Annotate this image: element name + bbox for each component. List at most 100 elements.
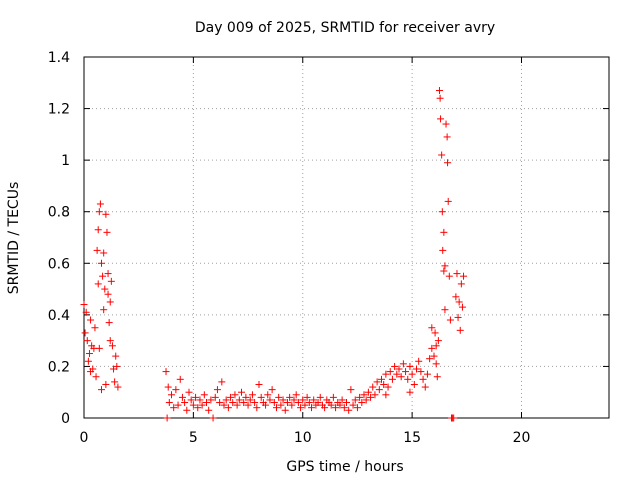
data-point: [408, 370, 416, 378]
data-point: [375, 386, 383, 394]
data-point: [292, 391, 300, 399]
data-point: [224, 404, 232, 412]
data-point: [445, 272, 453, 280]
data-point: [436, 94, 444, 102]
data-point: [181, 399, 189, 407]
y-tick-label: 0.8: [48, 205, 70, 221]
data-point: [444, 197, 452, 205]
data-point: [406, 362, 414, 370]
data-point: [439, 246, 447, 254]
data-point: [218, 378, 226, 386]
x-tick-label: 10: [294, 430, 312, 446]
data-point: [91, 324, 99, 332]
data-point: [434, 337, 442, 345]
data-point: [266, 396, 274, 404]
data-point: [327, 401, 335, 409]
data-point: [454, 313, 462, 321]
data-point: [104, 270, 112, 278]
data-point: [438, 208, 446, 216]
data-point: [205, 406, 213, 414]
data-point: [200, 391, 208, 399]
data-point: [297, 404, 305, 412]
data-point: [340, 404, 348, 412]
data-point: [227, 393, 235, 401]
data-point: [441, 306, 449, 314]
data-point: [450, 414, 458, 422]
data-point: [336, 401, 344, 409]
data-point: [253, 404, 261, 412]
data-point: [235, 396, 243, 404]
data-point: [108, 342, 116, 350]
data-point: [388, 375, 396, 383]
data-point: [314, 399, 322, 407]
data-point: [310, 396, 318, 404]
data-point: [428, 324, 436, 332]
data-point: [321, 404, 329, 412]
data-point: [92, 373, 100, 381]
data-point: [406, 388, 414, 396]
data-point: [419, 375, 427, 383]
data-point: [386, 368, 394, 376]
chart-title: Day 009 of 2025, SRMTID for receiver avr…: [195, 20, 495, 36]
data-point: [399, 360, 407, 368]
data-point: [294, 399, 302, 407]
data-point: [268, 386, 276, 394]
data-point: [103, 228, 111, 236]
y-tick-label: 1: [61, 153, 70, 169]
plot-frame: [83, 56, 610, 419]
data-point: [112, 352, 120, 360]
data-point: [84, 357, 92, 365]
data-point: [220, 401, 228, 409]
data-point: [402, 368, 410, 376]
data-point: [87, 316, 95, 324]
data-point: [229, 399, 237, 407]
data-points: [80, 87, 468, 422]
data-point: [189, 401, 197, 409]
data-point: [192, 393, 200, 401]
data-point: [106, 337, 114, 345]
data-point: [397, 373, 405, 381]
data-point: [404, 375, 412, 383]
data-point: [106, 298, 114, 306]
data-point: [172, 386, 180, 394]
data-point: [286, 393, 294, 401]
x-tick-label: 15: [403, 430, 421, 446]
data-point: [176, 375, 184, 383]
data-point: [233, 401, 241, 409]
data-point: [244, 401, 252, 409]
data-point: [378, 375, 385, 383]
data-point: [369, 383, 377, 391]
data-point: [102, 380, 110, 388]
data-point: [111, 378, 119, 386]
data-point: [281, 406, 289, 414]
data-point: [82, 308, 90, 316]
data-point: [178, 393, 186, 401]
y-tick-label: 0.4: [48, 308, 70, 324]
axis-ticks: [83, 56, 609, 419]
data-point: [428, 344, 436, 352]
data-point: [222, 396, 230, 404]
data-point: [413, 365, 420, 373]
data-point: [433, 373, 441, 381]
data-point: [187, 396, 195, 404]
data-point: [351, 396, 359, 404]
data-point: [262, 401, 270, 409]
data-point: [347, 386, 355, 394]
data-point: [438, 151, 446, 159]
data-point: [360, 391, 368, 399]
data-point: [456, 326, 464, 334]
data-point: [443, 133, 451, 141]
data-point: [185, 388, 193, 396]
data-point: [367, 393, 375, 401]
data-point: [168, 391, 175, 399]
data-point: [87, 368, 95, 376]
data-point: [362, 396, 370, 404]
data-point: [194, 404, 202, 412]
data-point: [216, 399, 224, 407]
data-point: [207, 396, 215, 404]
data-point: [343, 399, 350, 407]
data-point: [104, 290, 112, 298]
data-point: [94, 280, 102, 288]
data-point: [353, 404, 361, 412]
